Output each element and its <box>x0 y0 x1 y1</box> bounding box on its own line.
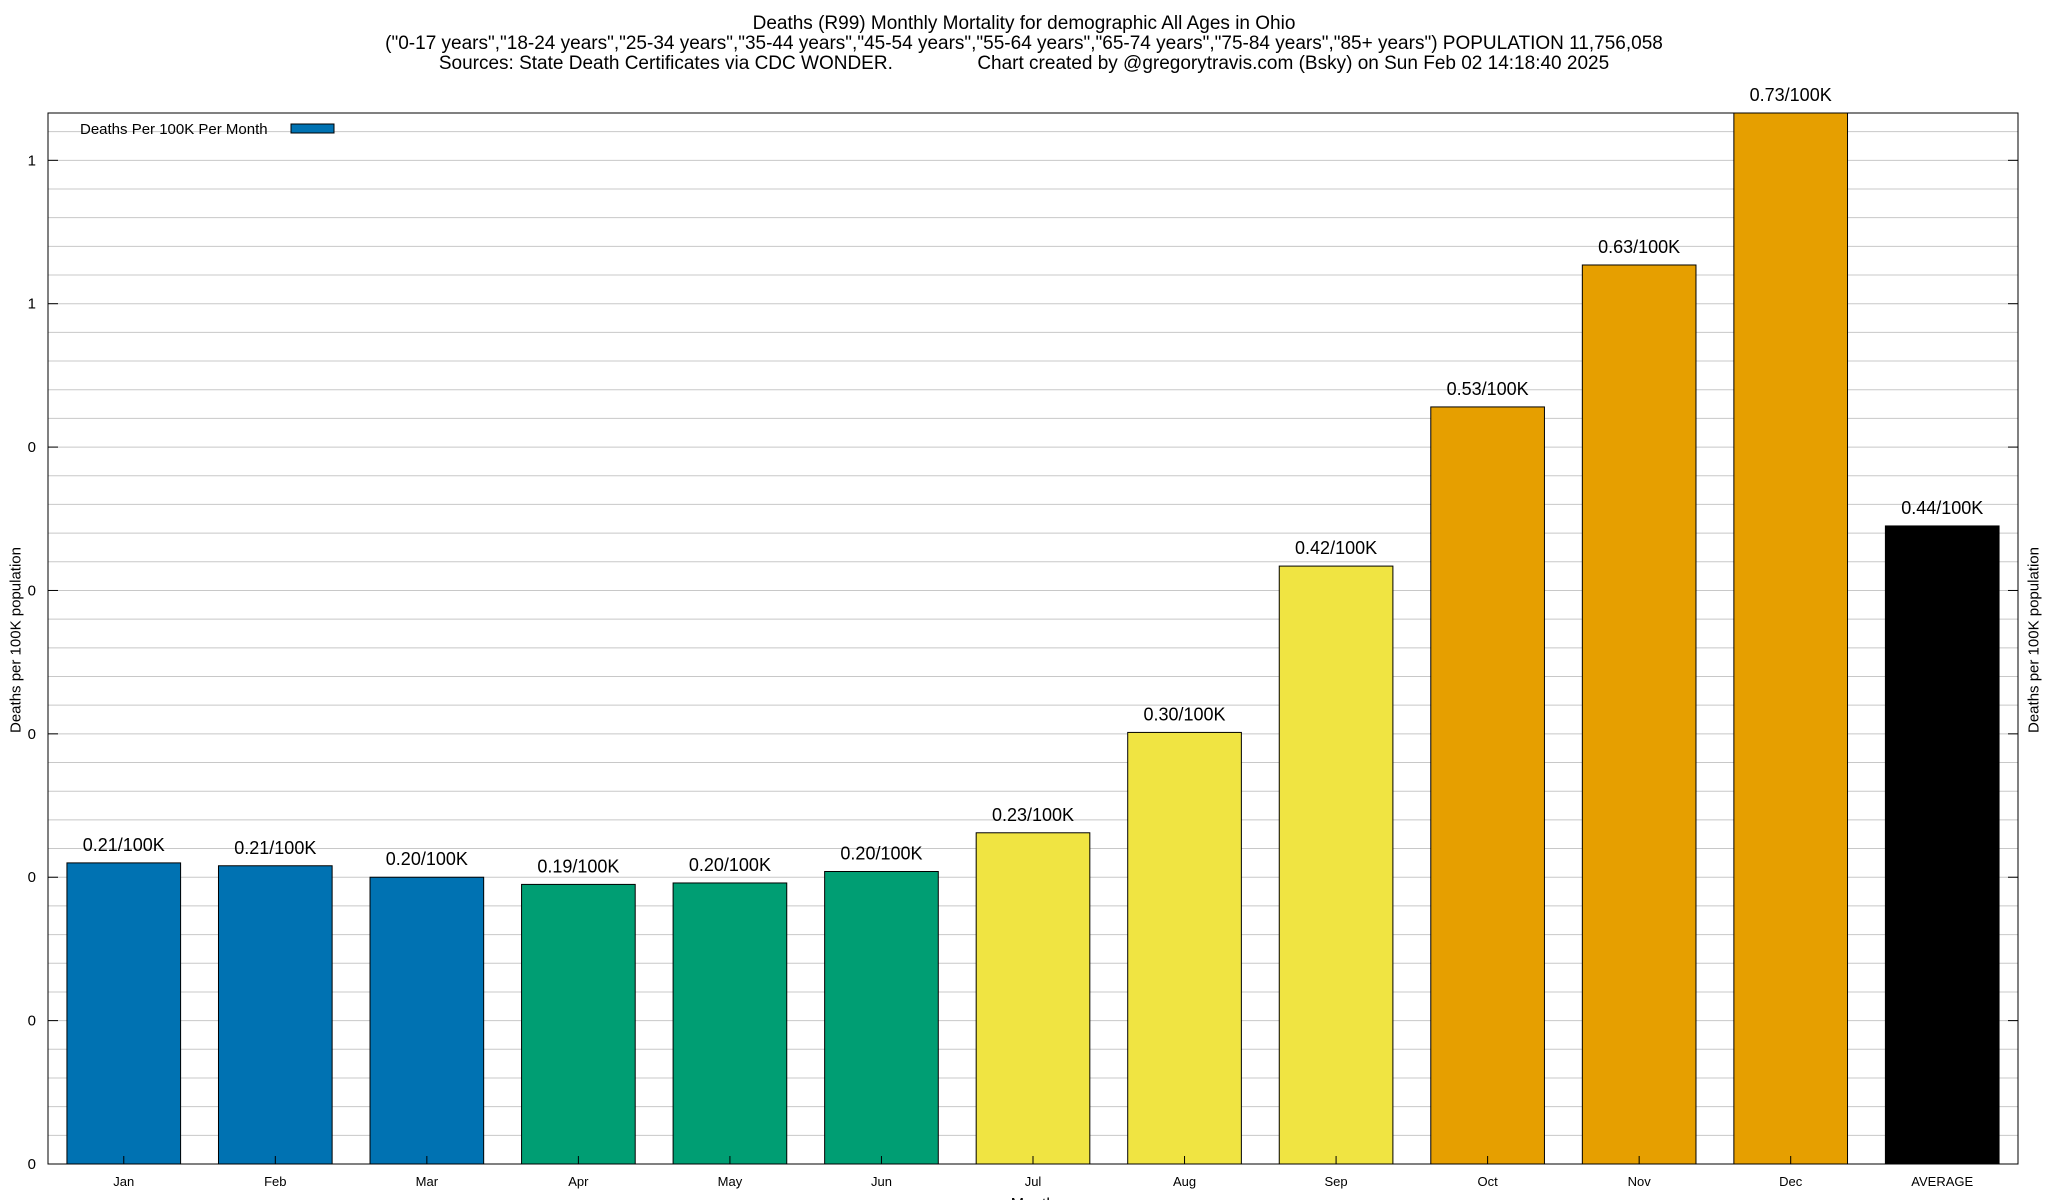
bar <box>521 883 636 1165</box>
x-tick-label: Apr <box>568 1174 589 1189</box>
bar-data-label: 0.63/100K <box>1598 237 1680 257</box>
x-tick-label: Sep <box>1325 1174 1348 1189</box>
y-tick-label: 0 <box>28 869 36 886</box>
bar <box>1884 525 2000 1165</box>
bar-data-label: 0.20/100K <box>689 855 771 875</box>
x-tick-label: May <box>718 1174 743 1189</box>
bar-data-label: 0.21/100K <box>234 838 316 858</box>
x-tick-label: Oct <box>1477 1174 1498 1189</box>
y-tick-label: 0 <box>28 439 36 456</box>
x-tick-label: Dec <box>1779 1174 1803 1189</box>
plot-frame <box>47 112 2019 1165</box>
x-tick-label: Jul <box>1025 1174 1042 1189</box>
bar <box>1733 112 1849 1165</box>
bar <box>824 870 939 1165</box>
y-tick-label: 0 <box>28 726 36 743</box>
bar-data-label: 0.21/100K <box>83 835 165 855</box>
x-tick-label: Aug <box>1173 1174 1196 1189</box>
bar-data-label: 0.73/100K <box>1750 85 1832 105</box>
bar-data-label: 0.23/100K <box>992 805 1074 825</box>
y-tick-label: 1 <box>28 296 36 313</box>
bar <box>1430 406 1545 1165</box>
bar-data-label: 0.20/100K <box>386 849 468 869</box>
chart-title: Deaths (R99) Monthly Mortality for demog… <box>752 13 1296 34</box>
x-tick-label: Feb <box>264 1174 286 1189</box>
x-tick-label: Jan <box>113 1174 134 1189</box>
x-tick-label: AVERAGE <box>1911 1174 1973 1189</box>
y-tick-label: 0 <box>28 1013 36 1030</box>
legend-label: Deaths Per 100K Per Month <box>80 121 268 138</box>
bar <box>369 876 485 1165</box>
y-tick-label: 1 <box>28 152 36 169</box>
y-tick-label: 0 <box>28 1156 36 1173</box>
x-tick-label: Jun <box>871 1174 892 1189</box>
bar <box>672 882 788 1165</box>
bar-data-label: 0.44/100K <box>1901 498 1983 518</box>
chart-source-line: Sources: State Death Certificates via CD… <box>438 53 1610 74</box>
x-tick-label: Nov <box>1628 1174 1652 1189</box>
legend-swatch <box>290 123 335 134</box>
chart-title-block: Deaths (R99) Monthly Mortality for demog… <box>0 14 2048 74</box>
bar <box>217 865 333 1165</box>
bar-data-label: 0.19/100K <box>537 856 619 876</box>
x-axis-label: Month <box>1011 1196 1055 1200</box>
x-tick-label: Mar <box>416 1174 439 1189</box>
bar-data-label: 0.20/100K <box>840 843 922 863</box>
bar-data-label: 0.53/100K <box>1447 379 1529 399</box>
y-tick-label: 0 <box>28 582 36 599</box>
bar <box>975 832 1091 1165</box>
chart-subtitle: ("0-17 years","18-24 years","25-34 years… <box>385 33 1663 54</box>
bar <box>1278 565 1394 1165</box>
bar <box>1127 731 1242 1165</box>
bar-data-label: 0.30/100K <box>1143 704 1225 724</box>
bar-data-label: 0.42/100K <box>1295 538 1377 558</box>
bar <box>66 862 182 1165</box>
bar <box>1581 264 1697 1165</box>
